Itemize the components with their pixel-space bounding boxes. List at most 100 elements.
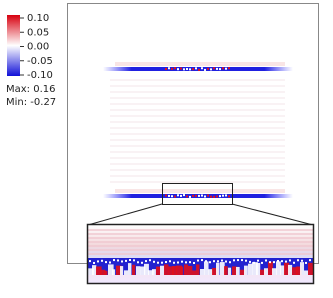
inset-blob	[125, 259, 127, 262]
band-blob	[195, 67, 197, 70]
inset-blob	[252, 262, 258, 275]
band-blob	[168, 194, 170, 197]
band-blob	[198, 68, 200, 71]
lower-band-pattern	[115, 189, 285, 198]
inset-blob	[304, 270, 309, 275]
inset-blob	[212, 267, 218, 275]
inset-blob	[124, 270, 129, 275]
band-blob	[192, 68, 194, 71]
zoom-region	[162, 183, 233, 205]
inset-blob	[297, 259, 299, 262]
inset-blob	[132, 264, 136, 275]
inset-blob	[177, 261, 179, 264]
inset-blob	[161, 261, 163, 264]
background-field	[110, 79, 285, 183]
inset-blob	[180, 266, 184, 275]
inset-blob	[141, 261, 143, 264]
band-blob	[174, 195, 176, 198]
inset-blob	[277, 260, 279, 263]
inset-blob	[237, 259, 239, 262]
inset-blob	[264, 268, 269, 275]
inset-blob	[153, 260, 155, 263]
inset-blob	[185, 261, 187, 264]
inset-blob	[145, 260, 147, 263]
band-blob	[213, 195, 215, 198]
colorbar-tick-label: 0.00	[27, 42, 49, 53]
band-blob	[201, 194, 203, 197]
inset-blob	[140, 266, 146, 275]
inset-blob	[229, 261, 231, 264]
inset-blob	[232, 266, 237, 275]
band-blob	[180, 67, 182, 70]
inset-blob	[245, 259, 247, 262]
inset-blob	[108, 264, 114, 275]
band-blob	[186, 195, 188, 198]
inset-blob	[93, 261, 95, 264]
inset-frame	[86, 223, 315, 285]
band-blob	[168, 67, 170, 70]
inset-blob	[144, 263, 149, 275]
inset-blob	[129, 259, 131, 262]
inset-blob	[100, 269, 106, 275]
inset-blob	[280, 265, 285, 275]
inset-blob	[301, 259, 303, 262]
inset-blob	[176, 265, 182, 275]
inset-blob	[268, 261, 273, 275]
band-blob	[225, 194, 227, 197]
colorbar	[7, 15, 20, 76]
band-blob	[204, 68, 206, 71]
inset-blob	[137, 261, 139, 264]
inset-blob	[260, 269, 266, 275]
band-blob	[222, 194, 224, 197]
inset-blob	[113, 259, 115, 262]
inset-blob	[181, 260, 183, 263]
inset-blob	[217, 260, 219, 263]
inset-blob	[249, 260, 251, 263]
band-blob	[165, 67, 167, 70]
inset-blob	[209, 261, 211, 264]
band-blob	[210, 195, 212, 198]
inset-blob	[241, 259, 243, 262]
inset-blob	[208, 269, 213, 275]
inset-blob	[88, 268, 94, 275]
inset-blob	[236, 266, 240, 275]
colorbar-tick-label: -0.10	[27, 70, 53, 81]
band-blob	[192, 194, 194, 197]
band-blob	[183, 194, 185, 197]
inset-blob	[300, 262, 305, 275]
inset-blob	[221, 259, 223, 262]
inset-blob	[289, 259, 291, 262]
inset-blob	[265, 259, 267, 262]
colorbar-tick-label: -0.05	[27, 56, 53, 67]
band-blob	[207, 194, 209, 197]
zoom-connector	[231, 203, 314, 226]
band-blob	[165, 194, 167, 197]
upper-band-pattern	[115, 62, 285, 71]
inset-blob	[173, 261, 175, 264]
inset-blob	[160, 265, 165, 275]
inset-blob	[189, 261, 191, 264]
inset-blob	[257, 259, 259, 262]
band-blob	[171, 195, 173, 198]
inset-blob	[224, 266, 228, 275]
inset-blob	[248, 263, 253, 275]
inset-blob	[109, 261, 111, 264]
band-blob	[210, 68, 212, 71]
inset-blob	[305, 261, 307, 264]
inset-blob	[96, 266, 102, 275]
band-blob	[204, 195, 206, 198]
band-blob	[216, 67, 218, 70]
inset-blob	[148, 270, 154, 275]
inset-blob	[276, 261, 281, 275]
inset-blob	[312, 266, 313, 275]
band-blob	[177, 194, 179, 197]
band-blob	[228, 195, 230, 198]
zoom-connector	[87, 203, 163, 226]
band-blob	[174, 67, 176, 70]
inset-blob	[89, 260, 91, 263]
inset-blob	[200, 268, 205, 275]
inset-blob	[213, 260, 215, 263]
inset-blob	[104, 270, 108, 275]
inset-blob	[308, 262, 313, 275]
